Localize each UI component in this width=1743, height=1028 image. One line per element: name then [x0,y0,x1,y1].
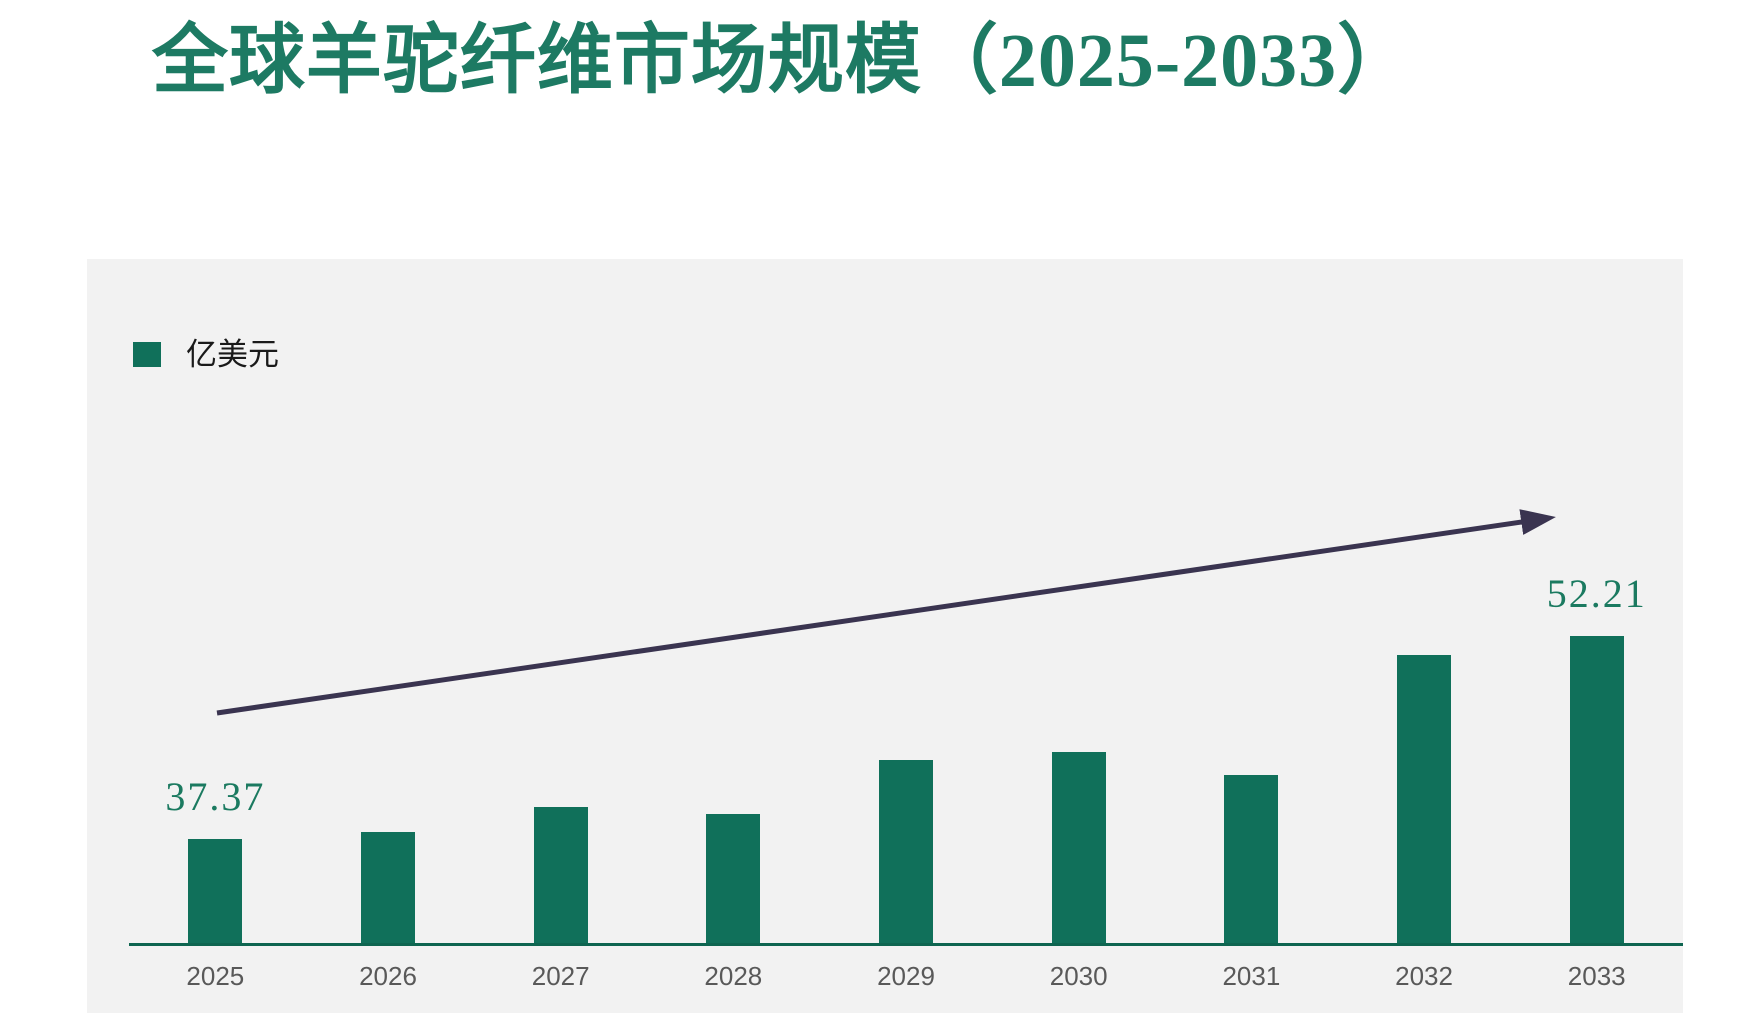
x-tick-2027: 2027 [531,961,590,991]
bar-2030 [1051,752,1106,944]
bar-2028 [706,814,761,944]
bar-2032 [1397,655,1452,944]
x-tick-2033: 2033 [1567,961,1626,991]
bar-2033 [1569,636,1624,944]
bar-slot-2032 [1338,259,1511,944]
x-axis-line [129,943,1683,946]
chart-panel: 亿美元 37.37 52.21 2025 2026 2027 2028 2029 2030 2… [87,259,1683,1013]
bar-slot-2033: 52.21 [1510,259,1683,944]
x-tick-2025: 2025 [186,961,245,991]
bar-value-label-2033: 52.21 [1546,571,1647,616]
bar-slot-2028 [647,259,820,944]
bars-container: 37.37 52.21 [129,259,1683,944]
bar-slot-2026 [302,259,475,944]
bar-slot-2031 [1165,259,1338,944]
bar-value-label-2025: 37.37 [165,774,266,819]
chart-title: 全球羊驼纤维市场规模（2025-2033） [151,19,1415,103]
bar-2025 [188,839,243,944]
x-tick-2032: 2032 [1395,961,1453,991]
plot-area: 37.37 52.21 2025 2026 2027 2028 2029 2030 2031 2… [129,259,1683,1013]
bar-2031 [1224,775,1279,944]
bar-2029 [879,760,934,944]
bar-slot-2030 [992,259,1165,944]
x-tick-2029: 2029 [877,961,935,991]
x-axis-labels: 2025 2026 2027 2028 2029 2030 2031 2032 2033 [129,961,1683,992]
bar-slot-2029 [820,259,993,944]
x-tick-2030: 2030 [1049,961,1108,991]
x-tick-2028: 2028 [704,961,763,991]
bar-slot-2027 [474,259,647,944]
legend-label: 亿美元 [186,336,279,372]
legend: 亿美元 [133,336,279,372]
bar-2026 [361,832,415,944]
x-tick-2031: 2031 [1222,961,1281,991]
legend-swatch [133,341,161,367]
bar-slot-2025: 37.37 [129,259,302,944]
x-tick-2026: 2026 [359,961,417,991]
bar-2027 [533,807,588,944]
